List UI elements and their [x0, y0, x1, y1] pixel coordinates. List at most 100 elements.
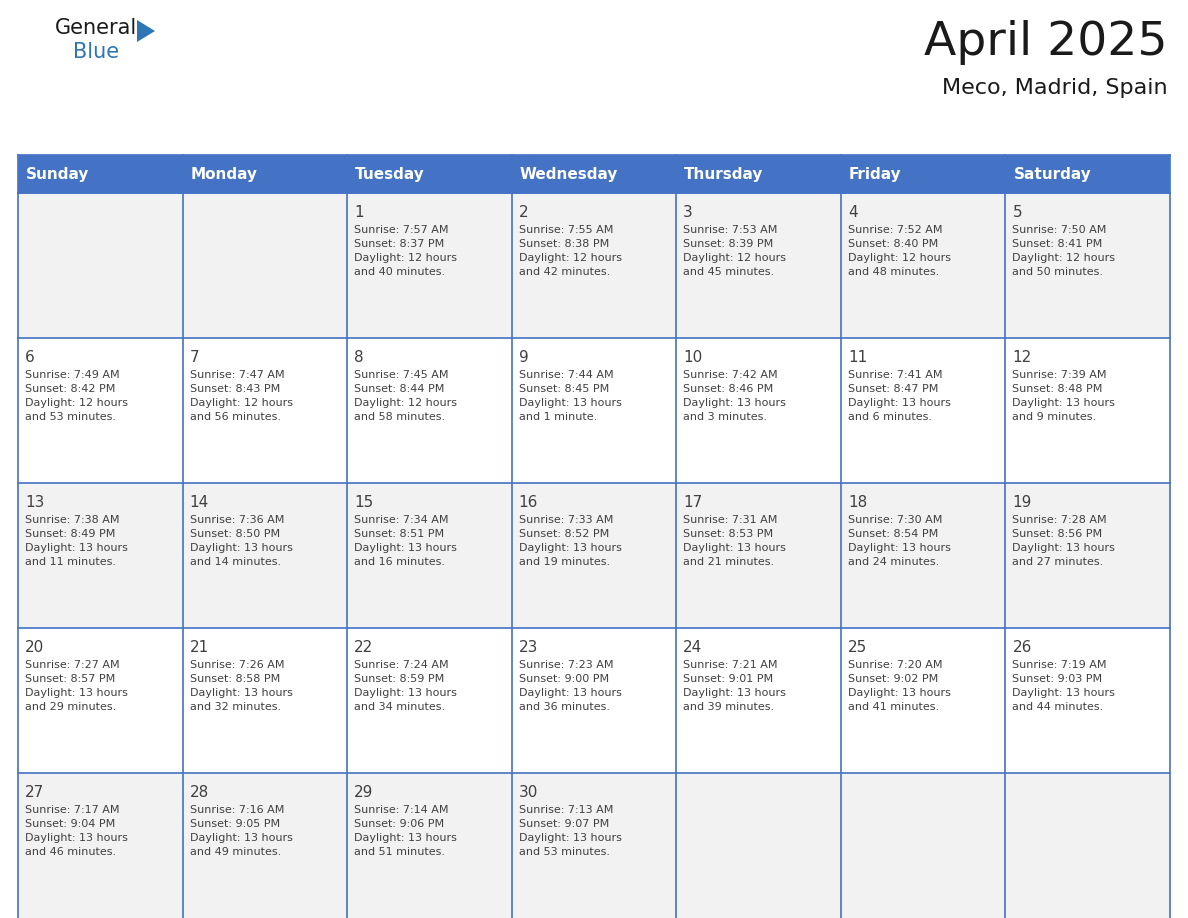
Text: Sunset: 8:53 PM: Sunset: 8:53 PM	[683, 529, 773, 539]
Text: Sunset: 8:46 PM: Sunset: 8:46 PM	[683, 384, 773, 394]
Text: and 46 minutes.: and 46 minutes.	[25, 847, 116, 857]
Text: Sunday: Sunday	[26, 166, 89, 182]
Text: Daylight: 13 hours: Daylight: 13 hours	[683, 543, 786, 553]
Text: Daylight: 13 hours: Daylight: 13 hours	[25, 543, 128, 553]
Text: and 53 minutes.: and 53 minutes.	[519, 847, 609, 857]
Text: Sunset: 8:49 PM: Sunset: 8:49 PM	[25, 529, 115, 539]
Text: Sunset: 8:52 PM: Sunset: 8:52 PM	[519, 529, 609, 539]
Bar	[18, 628, 1170, 773]
Text: 1: 1	[354, 205, 364, 220]
Text: Sunset: 9:02 PM: Sunset: 9:02 PM	[848, 674, 939, 684]
Text: 17: 17	[683, 495, 702, 510]
Text: Sunrise: 7:17 AM: Sunrise: 7:17 AM	[25, 805, 120, 815]
Text: Sunrise: 7:39 AM: Sunrise: 7:39 AM	[1012, 370, 1107, 380]
Text: Daylight: 13 hours: Daylight: 13 hours	[190, 543, 292, 553]
Text: Sunset: 8:42 PM: Sunset: 8:42 PM	[25, 384, 115, 394]
Text: Daylight: 13 hours: Daylight: 13 hours	[519, 398, 621, 408]
Text: 9: 9	[519, 350, 529, 365]
Text: Sunrise: 7:49 AM: Sunrise: 7:49 AM	[25, 370, 120, 380]
Text: Sunset: 9:03 PM: Sunset: 9:03 PM	[1012, 674, 1102, 684]
Text: and 1 minute.: and 1 minute.	[519, 412, 596, 422]
Text: Daylight: 13 hours: Daylight: 13 hours	[190, 833, 292, 843]
Text: 23: 23	[519, 640, 538, 655]
Text: Sunrise: 7:21 AM: Sunrise: 7:21 AM	[683, 660, 778, 670]
Text: Friday: Friday	[849, 166, 902, 182]
Text: Daylight: 13 hours: Daylight: 13 hours	[190, 688, 292, 698]
Bar	[18, 338, 1170, 483]
Text: 13: 13	[25, 495, 44, 510]
Text: and 27 minutes.: and 27 minutes.	[1012, 557, 1104, 567]
Text: 26: 26	[1012, 640, 1032, 655]
Text: and 44 minutes.: and 44 minutes.	[1012, 702, 1104, 712]
Text: 20: 20	[25, 640, 44, 655]
Text: 8: 8	[354, 350, 364, 365]
Text: Daylight: 13 hours: Daylight: 13 hours	[354, 688, 457, 698]
Text: and 9 minutes.: and 9 minutes.	[1012, 412, 1097, 422]
Text: 25: 25	[848, 640, 867, 655]
Text: Sunrise: 7:45 AM: Sunrise: 7:45 AM	[354, 370, 449, 380]
Text: Sunset: 9:07 PM: Sunset: 9:07 PM	[519, 819, 609, 829]
Text: Sunset: 8:56 PM: Sunset: 8:56 PM	[1012, 529, 1102, 539]
Text: Sunrise: 7:20 AM: Sunrise: 7:20 AM	[848, 660, 942, 670]
Text: and 56 minutes.: and 56 minutes.	[190, 412, 280, 422]
Text: and 58 minutes.: and 58 minutes.	[354, 412, 446, 422]
Text: and 24 minutes.: and 24 minutes.	[848, 557, 939, 567]
Bar	[347, 155, 512, 193]
Text: 7: 7	[190, 350, 200, 365]
Text: 6: 6	[25, 350, 34, 365]
Text: Sunrise: 7:50 AM: Sunrise: 7:50 AM	[1012, 225, 1107, 235]
Text: Sunset: 8:59 PM: Sunset: 8:59 PM	[354, 674, 444, 684]
Text: 10: 10	[683, 350, 702, 365]
Bar	[18, 773, 1170, 918]
Bar	[841, 155, 1005, 193]
Text: Saturday: Saturday	[1013, 166, 1092, 182]
Text: Sunset: 8:38 PM: Sunset: 8:38 PM	[519, 239, 609, 249]
Text: Sunrise: 7:23 AM: Sunrise: 7:23 AM	[519, 660, 613, 670]
Text: Daylight: 12 hours: Daylight: 12 hours	[683, 253, 786, 263]
Text: and 21 minutes.: and 21 minutes.	[683, 557, 775, 567]
Text: Daylight: 13 hours: Daylight: 13 hours	[1012, 398, 1116, 408]
Text: Daylight: 12 hours: Daylight: 12 hours	[190, 398, 292, 408]
Text: and 50 minutes.: and 50 minutes.	[1012, 267, 1104, 277]
Text: Sunrise: 7:47 AM: Sunrise: 7:47 AM	[190, 370, 284, 380]
Text: 15: 15	[354, 495, 373, 510]
Text: Sunrise: 7:44 AM: Sunrise: 7:44 AM	[519, 370, 613, 380]
Text: Sunset: 9:00 PM: Sunset: 9:00 PM	[519, 674, 608, 684]
Text: Daylight: 13 hours: Daylight: 13 hours	[354, 833, 457, 843]
Text: Daylight: 13 hours: Daylight: 13 hours	[848, 543, 950, 553]
Text: Sunrise: 7:26 AM: Sunrise: 7:26 AM	[190, 660, 284, 670]
Text: Sunrise: 7:33 AM: Sunrise: 7:33 AM	[519, 515, 613, 525]
Text: Daylight: 12 hours: Daylight: 12 hours	[354, 253, 457, 263]
Text: 5: 5	[1012, 205, 1022, 220]
Bar	[18, 155, 183, 193]
Text: Daylight: 13 hours: Daylight: 13 hours	[25, 688, 128, 698]
Text: 11: 11	[848, 350, 867, 365]
Bar	[183, 155, 347, 193]
Text: April 2025: April 2025	[924, 20, 1168, 65]
Text: Sunrise: 7:19 AM: Sunrise: 7:19 AM	[1012, 660, 1107, 670]
Bar	[18, 483, 1170, 628]
Text: Daylight: 13 hours: Daylight: 13 hours	[354, 543, 457, 553]
Text: Sunrise: 7:27 AM: Sunrise: 7:27 AM	[25, 660, 120, 670]
Text: Sunrise: 7:53 AM: Sunrise: 7:53 AM	[683, 225, 778, 235]
Text: Daylight: 13 hours: Daylight: 13 hours	[1012, 688, 1116, 698]
Text: General: General	[55, 18, 138, 38]
Text: Daylight: 12 hours: Daylight: 12 hours	[848, 253, 950, 263]
Text: 29: 29	[354, 785, 373, 800]
Text: Sunset: 9:01 PM: Sunset: 9:01 PM	[683, 674, 773, 684]
Text: Sunset: 8:58 PM: Sunset: 8:58 PM	[190, 674, 280, 684]
Text: Daylight: 13 hours: Daylight: 13 hours	[683, 688, 786, 698]
Text: 12: 12	[1012, 350, 1031, 365]
Bar	[676, 155, 841, 193]
Text: 22: 22	[354, 640, 373, 655]
Text: and 14 minutes.: and 14 minutes.	[190, 557, 280, 567]
Text: and 3 minutes.: and 3 minutes.	[683, 412, 767, 422]
Text: Sunrise: 7:28 AM: Sunrise: 7:28 AM	[1012, 515, 1107, 525]
Text: Sunrise: 7:41 AM: Sunrise: 7:41 AM	[848, 370, 942, 380]
Text: Sunset: 9:04 PM: Sunset: 9:04 PM	[25, 819, 115, 829]
Text: 19: 19	[1012, 495, 1032, 510]
Text: Sunset: 8:57 PM: Sunset: 8:57 PM	[25, 674, 115, 684]
Text: Daylight: 13 hours: Daylight: 13 hours	[25, 833, 128, 843]
Text: and 16 minutes.: and 16 minutes.	[354, 557, 446, 567]
Bar	[1005, 155, 1170, 193]
